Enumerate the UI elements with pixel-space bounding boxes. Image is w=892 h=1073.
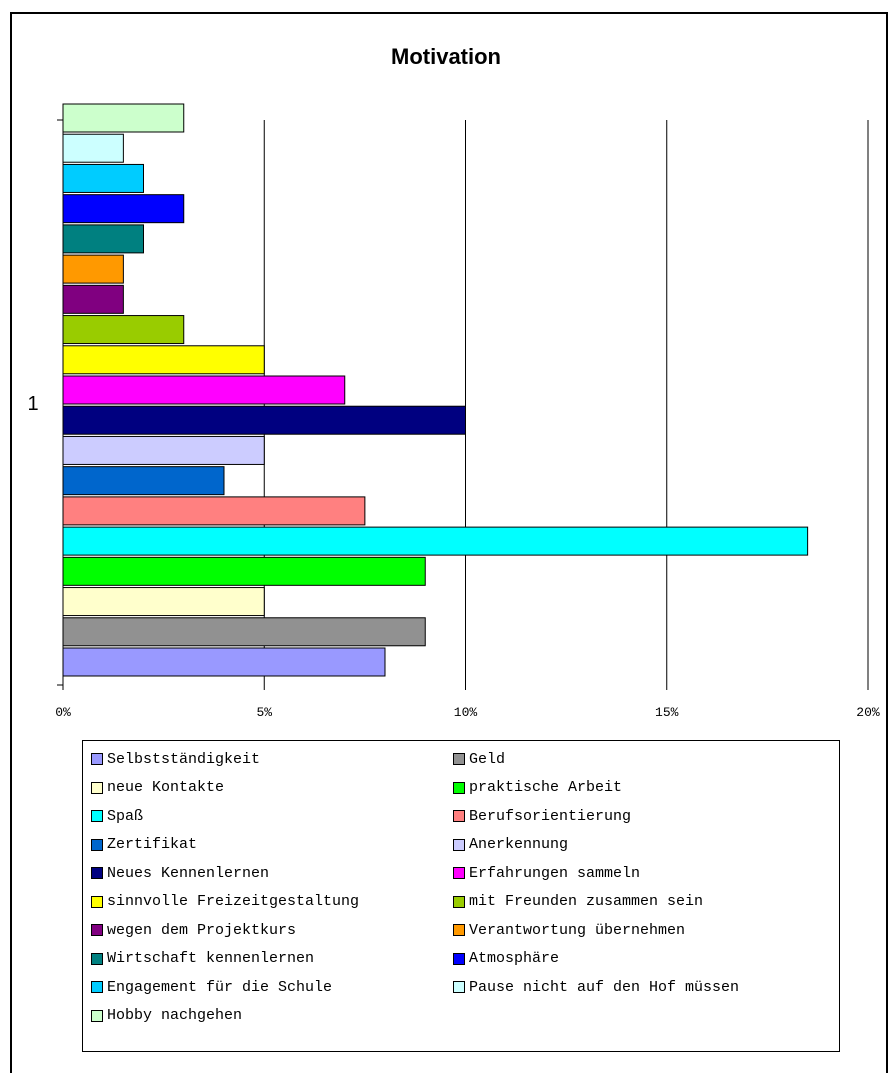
legend-item: neue Kontakte <box>91 774 453 803</box>
x-tick-label: 20% <box>856 705 880 720</box>
legend-item: Wirtschaft kennenlernen <box>91 945 453 974</box>
legend-label: wegen dem Projektkurs <box>107 921 297 939</box>
legend-item: Atmosphäre <box>453 945 833 974</box>
legend-item: sinnvolle Freizeitgestaltung <box>91 888 453 917</box>
bar-18 <box>62 133 124 163</box>
legend-grid: Selbstständigkeit Geld neue Kontakte prakti… <box>91 745 833 1030</box>
legend-swatch <box>453 952 465 965</box>
bar-6 <box>62 496 366 526</box>
legend-swatch <box>91 810 103 823</box>
legend-swatch <box>91 838 103 851</box>
legend-label: Anerkennung <box>469 836 569 854</box>
legend-swatch <box>91 924 103 937</box>
legend-swatch <box>91 952 103 965</box>
chart-frame <box>10 12 888 1073</box>
legend-label: Selbstständigkeit <box>107 750 261 768</box>
bar-11 <box>62 345 265 375</box>
legend-item: Erfahrungen sammeln <box>453 859 833 888</box>
legend-swatch <box>453 895 465 908</box>
legend-label: Atmosphäre <box>469 950 560 968</box>
bar-12 <box>62 315 185 345</box>
legend-item: Zertifikat <box>91 831 453 860</box>
legend-swatch <box>453 981 465 994</box>
legend-label: Geld <box>469 750 506 768</box>
legend-swatch <box>91 753 103 766</box>
bar-14 <box>62 254 124 284</box>
chart-title: Motivation <box>391 44 501 69</box>
bar-2 <box>62 617 426 647</box>
legend-item: Berufsorientierung <box>453 802 833 831</box>
bar-16 <box>62 194 185 224</box>
legend-label: Erfahrungen sammeln <box>469 864 641 882</box>
legend-item: Anerkennung <box>453 831 833 860</box>
legend-item: praktische Arbeit <box>453 774 833 803</box>
legend-item: wegen dem Projektkurs <box>91 916 453 945</box>
legend-swatch <box>453 867 465 880</box>
bar-7 <box>62 466 225 496</box>
bar-10 <box>62 375 346 405</box>
legend-label: Spaß <box>107 807 144 825</box>
legend-swatch <box>453 838 465 851</box>
legend-swatch <box>453 753 465 766</box>
legend-item: Neues Kennenlernen <box>91 859 453 888</box>
bar-1 <box>62 647 386 677</box>
legend-swatch <box>91 981 103 994</box>
legend-item: mit Freunden zusammen sein <box>453 888 833 917</box>
legend-swatch <box>91 867 103 880</box>
legend-swatch <box>453 810 465 823</box>
category-label: 1 <box>27 393 38 415</box>
bar-5 <box>62 526 809 556</box>
bar-19 <box>62 103 185 133</box>
bar-15 <box>62 224 144 254</box>
legend-label: Hobby nachgehen <box>107 1007 243 1025</box>
legend-label: Engagement für die Schule <box>107 978 333 996</box>
legend-label: praktische Arbeit <box>469 779 623 797</box>
legend-item: Verantwortung übernehmen <box>453 916 833 945</box>
legend-item: Spaß <box>91 802 453 831</box>
legend-label: Wirtschaft kennenlernen <box>107 950 315 968</box>
legend-swatch <box>91 781 103 794</box>
legend-swatch <box>91 1009 103 1022</box>
chart-legend: Selbstständigkeit Geld neue Kontakte prakti… <box>82 740 840 1052</box>
legend-label: Pause nicht auf den Hof müssen <box>469 978 740 996</box>
bar-4 <box>62 556 426 586</box>
legend-item: Selbstständigkeit <box>91 745 453 774</box>
legend-label: Verantwortung übernehmen <box>469 921 686 939</box>
legend-swatch <box>453 924 465 937</box>
bar-9 <box>62 405 466 435</box>
legend-item: Hobby nachgehen <box>91 1002 453 1031</box>
x-tick-label: 0% <box>55 705 71 720</box>
legend-item: Pause nicht auf den Hof müssen <box>453 973 833 1002</box>
legend-label: Berufsorientierung <box>469 807 632 825</box>
legend-label: sinnvolle Freizeitgestaltung <box>107 893 360 911</box>
x-tick-label: 10% <box>454 705 478 720</box>
legend-label: neue Kontakte <box>107 779 225 797</box>
legend-label: mit Freunden zusammen sein <box>469 893 704 911</box>
legend-label: Zertifikat <box>107 836 198 854</box>
legend-label: Neues Kennenlernen <box>107 864 270 882</box>
bar-13 <box>62 284 124 314</box>
x-tick-label: 15% <box>655 705 679 720</box>
legend-swatch <box>453 781 465 794</box>
x-tick-label: 5% <box>256 705 272 720</box>
bar-17 <box>62 163 144 193</box>
legend-item: Geld <box>453 745 833 774</box>
bar-8 <box>62 435 265 465</box>
bar-3 <box>62 587 265 617</box>
legend-swatch <box>91 895 103 908</box>
legend-item: Engagement für die Schule <box>91 973 453 1002</box>
